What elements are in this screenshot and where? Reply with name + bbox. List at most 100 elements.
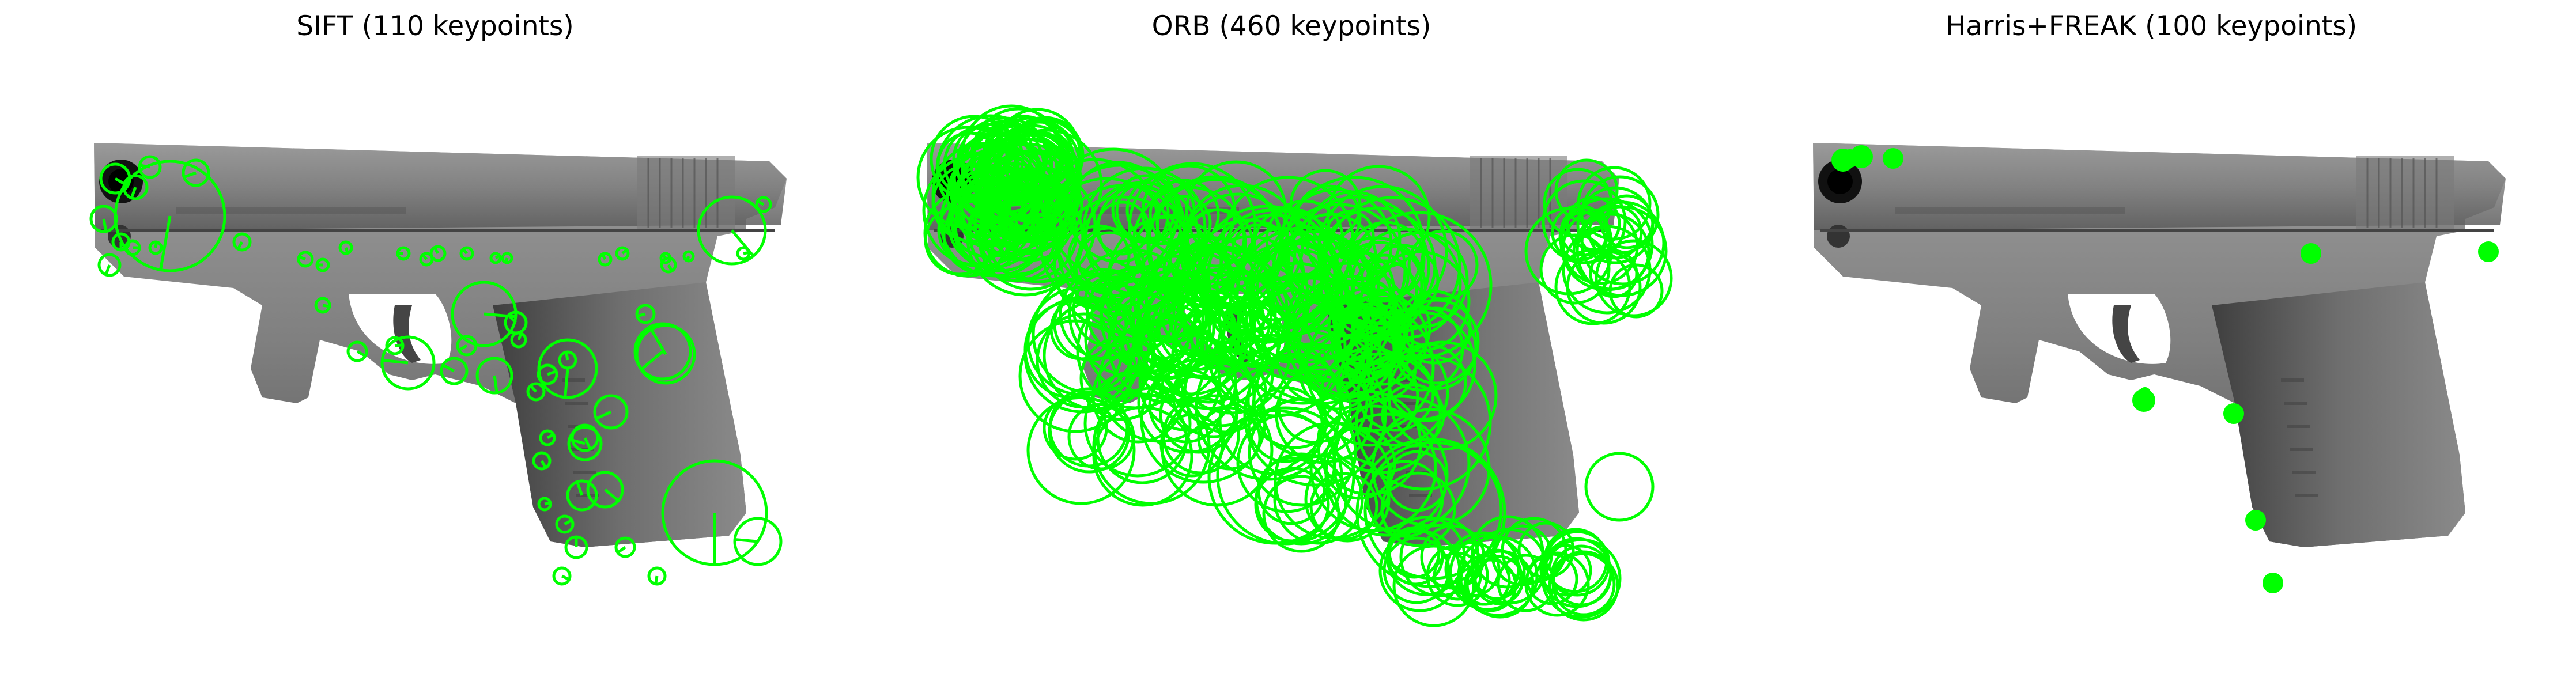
sift-keypoint-orientation (236, 241, 244, 250)
sift-keypoint-orientation (159, 215, 172, 270)
sift-keypoint (419, 252, 434, 267)
sift-keypoint (440, 357, 469, 385)
sift-keypoint-orientation (565, 351, 569, 361)
sift-keypoint-orientation (104, 264, 111, 275)
sift-keypoint (567, 426, 603, 461)
sift-keypoint-orientation (540, 460, 547, 469)
harris-keypoint (2478, 241, 2499, 262)
sift-keypoint-orientation (494, 254, 500, 260)
orb-keypoint (1517, 521, 1575, 579)
sift-keypoint-orientation (442, 363, 455, 373)
sift-keypoint-orientation (743, 251, 750, 255)
sift-keypoint-orientation (604, 488, 620, 502)
orb-keypoint (1589, 249, 1638, 298)
sift-keypoint (733, 517, 783, 566)
sift-keypoint (297, 251, 314, 268)
panel-title-harris: Harris+FREAK (100 keypoints) (1945, 10, 2358, 42)
sift-keypoint-orientation (382, 358, 409, 365)
harris-image (1813, 143, 2506, 547)
sift-keypoint (593, 394, 629, 430)
sift-keypoint-orientation (621, 248, 628, 255)
panel-title-orb: ORB (460 keypoints) (1151, 10, 1431, 42)
orb-keypoint (1584, 452, 1655, 522)
sift-keypoint (635, 304, 656, 324)
sift-keypoint (598, 252, 613, 267)
orb-keypoint (1542, 179, 1627, 264)
orb-keypoint (1386, 450, 1448, 512)
sift-keypoint (571, 423, 599, 452)
sift-keypoint-orientation (595, 410, 612, 421)
orb-keypoint (1201, 207, 1354, 361)
orb-keypoint (1368, 250, 1471, 353)
orb-keypoint (1255, 452, 1348, 546)
sift-keypoint-orientation (344, 247, 349, 254)
orb-keypoint (1309, 404, 1437, 532)
orb-keypoint (1383, 536, 1451, 604)
orb-keypoint (1262, 475, 1340, 553)
sift-keypoint-orientation (458, 344, 468, 352)
orb-keypoints (916, 104, 1673, 627)
harris-keypoint (2139, 387, 2151, 399)
sift-image (94, 143, 787, 547)
panel-title-sift: SIFT (110 keypoints) (296, 10, 574, 42)
sift-keypoint (682, 250, 695, 263)
orb-keypoint (1247, 353, 1343, 449)
orb-keypoint (1139, 314, 1205, 380)
harris-keypoint (2245, 510, 2266, 531)
sift-keypoint (526, 382, 546, 402)
sift-keypoint-orientation (421, 253, 428, 260)
sift-keypoint (489, 252, 502, 264)
orb-keypoint (1562, 225, 1652, 315)
sift-keypoint-orientation (649, 328, 667, 355)
sift-keypoint-orientation (517, 332, 523, 340)
sift-keypoint (659, 252, 672, 264)
sift-keypoint-orientation (504, 257, 509, 263)
orb-keypoint (1595, 239, 1673, 317)
sift-keypoint (614, 536, 636, 558)
harris-keypoint (2223, 403, 2244, 424)
sift-keypoint (346, 340, 368, 362)
sift-keypoint-orientation (530, 384, 537, 393)
sift-keypoint-orientation (433, 247, 440, 255)
orb-keypoint (1286, 262, 1410, 385)
sift-keypoint-orientation (493, 375, 498, 393)
sift-keypoint (429, 245, 447, 262)
orb-keypoint (1309, 472, 1378, 541)
orb-keypoint (1543, 168, 1613, 238)
sift-keypoint-orientation (757, 199, 765, 206)
orb-keypoint (1092, 387, 1211, 505)
orb-keypoint (1543, 528, 1608, 593)
orb-keypoint (1111, 174, 1181, 244)
sift-keypoint (532, 451, 552, 471)
sift-keypoint-orientation (462, 248, 468, 255)
orb-keypoint (1548, 550, 1619, 622)
orb-keypoint (1380, 471, 1456, 547)
orb-keypoint (1095, 200, 1150, 256)
orb-keypoint (1048, 147, 1179, 279)
sift-keypoint-orientation (102, 218, 108, 232)
sift-keypoint (633, 322, 692, 381)
orb-keypoint (1171, 295, 1291, 415)
orb-keypoint (1355, 354, 1492, 491)
orb-keypoint (1107, 215, 1230, 339)
orb-keypoint (1091, 350, 1185, 444)
orb-keypoint (1097, 184, 1182, 270)
sift-keypoint-orientation (564, 368, 569, 398)
orb-keypoint (1068, 248, 1197, 377)
sift-keypoint (451, 281, 518, 347)
sift-keypoint (456, 335, 478, 357)
sift-keypoint-orientation (685, 256, 690, 262)
sift-keypoint (660, 256, 677, 274)
orb-keypoint (1018, 319, 1132, 433)
sift-keypoint (552, 566, 572, 586)
orb-keypoint (1180, 266, 1277, 363)
orb-keypoint (1381, 383, 1445, 448)
sift-keypoint (97, 253, 122, 277)
sift-keypoint-orientation (130, 187, 137, 199)
orb-keypoint (1023, 296, 1141, 414)
sift-keypoint-orientation (636, 312, 646, 318)
orb-keypoint (1393, 298, 1480, 385)
sift-keypoint-orientation (617, 546, 626, 554)
harris-keypoint (1883, 148, 1903, 169)
harris-keypoints (1831, 145, 2499, 593)
